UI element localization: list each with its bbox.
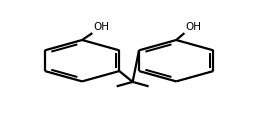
- Text: OH: OH: [185, 22, 201, 32]
- Text: OH: OH: [93, 22, 109, 32]
